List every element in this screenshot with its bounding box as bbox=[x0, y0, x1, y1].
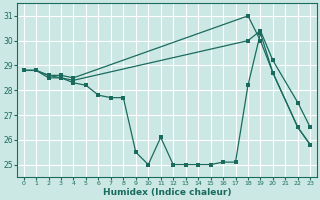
X-axis label: Humidex (Indice chaleur): Humidex (Indice chaleur) bbox=[103, 188, 231, 197]
